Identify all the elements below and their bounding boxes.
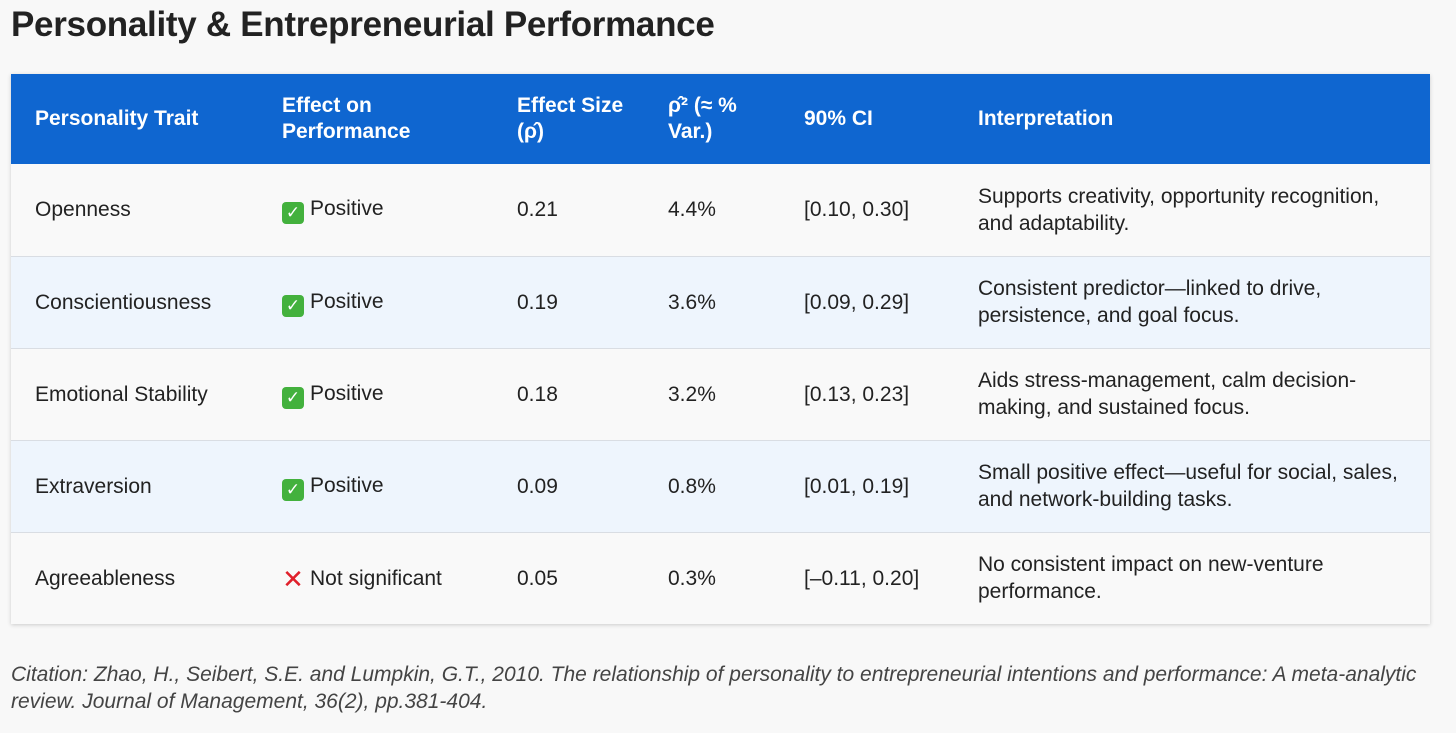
ci-cell: [0.01, 0.19] (804, 474, 910, 498)
table-row: Extraversion ✓ Positive 0.09 0.8% [0.01, … (11, 440, 1430, 532)
variance-cell: 0.8% (668, 474, 716, 498)
variance-cell: 0.3% (668, 566, 716, 590)
interpretation-cell: Aids stress-management, calm decision-ma… (978, 369, 1357, 419)
effect-label: Positive (310, 289, 384, 313)
ci-cell: [0.13, 0.23] (804, 382, 910, 406)
variance-cell: 4.4% (668, 198, 716, 222)
effect-cell: ✓ Positive (258, 164, 493, 256)
header-effect-on-performance: Effect on Performance (282, 94, 411, 143)
trait-cell: Emotional Stability (35, 382, 208, 406)
effect-size-cell: 0.21 (517, 198, 558, 222)
effect-label: Not significant (310, 566, 442, 590)
table-header: Personality Trait Effect on Performance … (11, 74, 1430, 164)
check-mark-icon: ✓ (282, 202, 304, 225)
header-effect-size: Effect Size (ρ̂) (517, 94, 624, 143)
table-row: Conscientiousness ✓ Positive 0.19 3.6% [0… (11, 256, 1430, 348)
interpretation-cell: Supports creativity, opportunity recogni… (978, 184, 1380, 235)
results-table-container: Personality Trait Effect on Performance … (11, 74, 1430, 624)
check-mark-icon: ✓ (282, 294, 304, 317)
check-mark-icon: ✓ (282, 478, 304, 501)
check-mark-icon: ✓ (282, 386, 304, 409)
effect-size-cell: 0.19 (517, 290, 558, 314)
variance-cell: 3.6% (668, 290, 716, 314)
results-table: Personality Trait Effect on Performance … (11, 74, 1430, 624)
header-confidence-interval: 90% CI (804, 107, 873, 130)
effect-cell: ✓ Positive (258, 440, 493, 532)
variance-cell: 3.2% (668, 382, 716, 406)
ci-cell: [0.10, 0.30] (804, 198, 910, 222)
header-interpretation: Interpretation (978, 107, 1114, 130)
effect-cell: ✓ Positive (258, 348, 493, 440)
interpretation-cell: Consistent predictor—linked to drive, pe… (978, 277, 1322, 327)
effect-cell: ✕ Not significant (258, 532, 493, 624)
ci-cell: [–0.11, 0.20] (804, 566, 920, 590)
effect-size-cell: 0.18 (517, 382, 558, 406)
effect-cell: ✓ Positive (258, 256, 493, 348)
page-title: Personality & Entrepreneurial Performanc… (11, 5, 715, 44)
citation-text: Citation: Zhao, H., Seibert, S.E. and Lu… (11, 663, 1417, 713)
interpretation-cell: No consistent impact on new-venture perf… (978, 553, 1324, 604)
effect-label: Positive (310, 197, 384, 221)
trait-cell: Agreeableness (35, 566, 176, 590)
interpretation-cell: Small positive effect—useful for social,… (978, 461, 1398, 511)
effect-size-cell: 0.09 (517, 474, 558, 498)
header-personality-trait: Personality Trait (35, 107, 199, 130)
trait-cell: Conscientiousness (35, 290, 212, 314)
table-row: Emotional Stability ✓ Positive 0.18 3.2% … (11, 348, 1430, 440)
table-row: Agreeableness ✕ Not significant 0.05 0.3%… (11, 532, 1430, 624)
table-row: Openness ✓ Positive 0.21 4.4% [0.10, 0.30… (11, 164, 1430, 256)
header-row: Personality Trait Effect on Performance … (11, 74, 1430, 164)
trait-cell: Extraversion (35, 474, 152, 498)
header-variance: ρ̂² (≈ % Var.) (668, 94, 737, 143)
trait-cell: Openness (35, 198, 131, 222)
effect-label: Positive (310, 381, 384, 405)
effect-label: Positive (310, 473, 384, 497)
table-body: Openness ✓ Positive 0.21 4.4% [0.10, 0.30… (11, 164, 1430, 624)
effect-size-cell: 0.05 (517, 566, 558, 590)
cross-mark-icon: ✕ (282, 563, 304, 594)
ci-cell: [0.09, 0.29] (804, 290, 910, 314)
